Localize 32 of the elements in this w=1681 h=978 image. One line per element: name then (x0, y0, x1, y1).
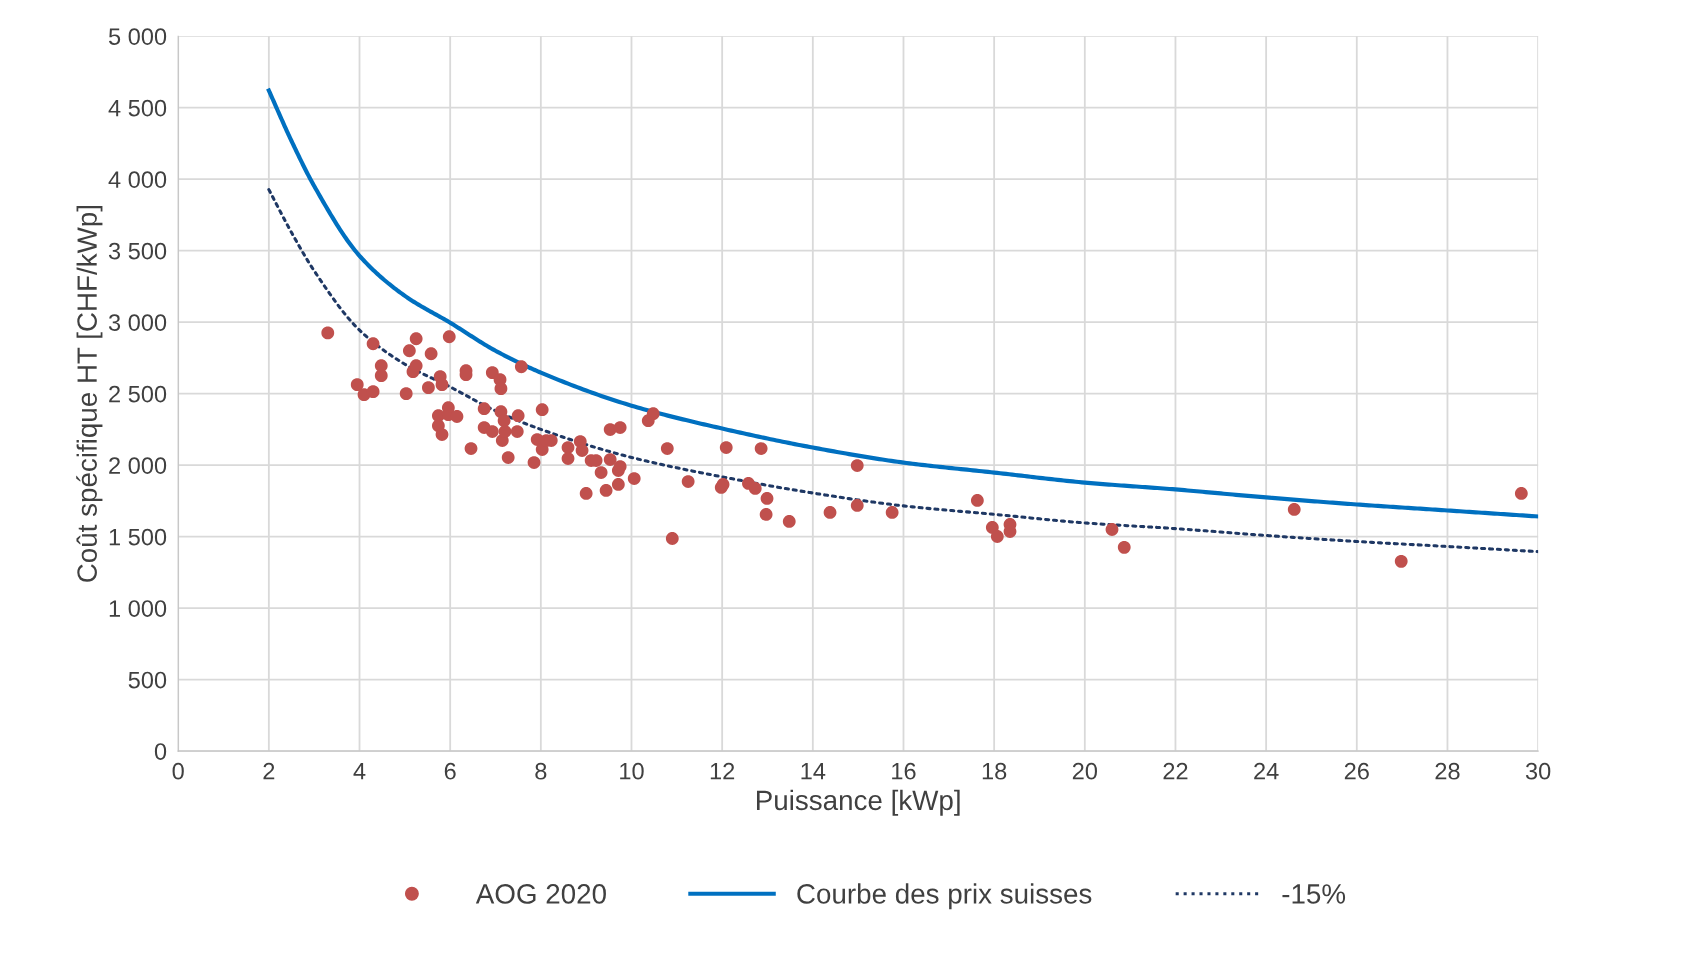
y-tick-label: 3 500 (108, 242, 167, 260)
x-tick-label: 6 (444, 762, 456, 780)
x-tick-label: 12 (710, 762, 735, 780)
x-tick-label: 22 (1163, 762, 1188, 780)
x-tick-label: 14 (801, 763, 826, 780)
x-tick-label: 2 (263, 762, 275, 780)
y-tick-label: 1 000 (109, 600, 167, 617)
x-tick-label: 18 (982, 762, 1007, 780)
y-tick-label: 2 500 (109, 385, 167, 403)
y-tick-label: 4 000 (108, 171, 167, 188)
x-tick-label: 28 (1435, 762, 1460, 780)
x-tick-label: 4 (353, 763, 366, 780)
x-axis-title: Puissance [kWp] (757, 789, 960, 816)
y-tick-label: 5 000 (108, 28, 167, 45)
legend-label: -15% (1282, 884, 1346, 904)
y-tick-label: 4 500 (108, 99, 167, 117)
y-tick-label: 0 (154, 743, 167, 760)
x-tick-label: 10 (620, 762, 644, 780)
x-tick-label: 26 (1344, 762, 1369, 780)
legend-label: Courbe des prix suisses (797, 883, 1092, 910)
y-tick-label: 500 (128, 671, 167, 689)
x-tick-label: 30 (1525, 762, 1551, 780)
y-axis-title: Coût spécifique HT [CHF/kWp] (76, 205, 103, 582)
x-tick-label: 8 (535, 762, 547, 780)
y-tick-label: 3 000 (108, 314, 167, 331)
x-tick-label: 16 (892, 762, 916, 780)
x-tick-label: 20 (1072, 762, 1098, 780)
legend-label: AOG 2020 (475, 884, 606, 904)
y-tick-label: 2 000 (109, 457, 167, 474)
x-tick-label: 0 (172, 762, 184, 780)
x-tick-label: 24 (1254, 762, 1279, 780)
y-tick-label: 1 500 (109, 528, 167, 546)
